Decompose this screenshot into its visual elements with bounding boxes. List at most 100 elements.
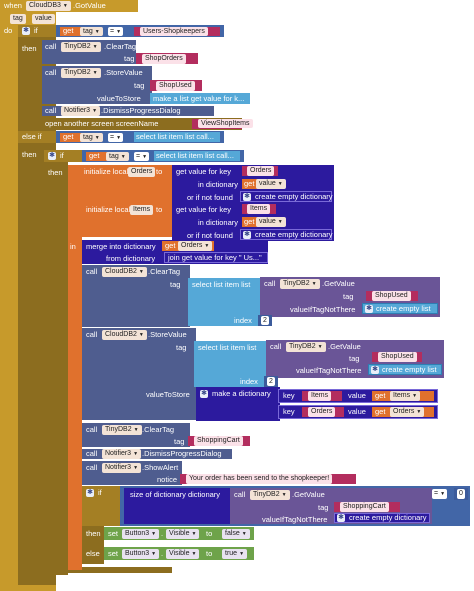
get-value-dropdown[interactable]: value ▼ (256, 179, 286, 189)
key-literal[interactable]: Items (247, 204, 271, 214)
gear-icon[interactable]: ✱ (200, 390, 208, 398)
select-list-item-block[interactable] (154, 151, 240, 161)
clouddb-storevalue-block[interactable] (82, 328, 196, 420)
get-items-dropdown[interactable]: Items ▼ (390, 391, 421, 401)
property-dropdown[interactable]: Visible ▼ (166, 549, 200, 559)
tag-literal[interactable]: ShopUsed (372, 291, 411, 301)
if-not-found-label: or if not found (187, 231, 233, 240)
gear-icon[interactable]: ✱ (337, 514, 345, 522)
gear-icon[interactable]: ✱ (243, 193, 251, 201)
key-literal[interactable]: Orders (308, 407, 336, 417)
eq-dropdown[interactable]: = ▼ (134, 152, 150, 161)
empty-dict-block[interactable] (334, 513, 430, 523)
gear-icon[interactable]: ✱ (86, 489, 94, 497)
tag-literal[interactable]: ShopOrders (142, 54, 186, 64)
empty-list-block[interactable] (362, 303, 438, 314)
notice-literal[interactable]: Your order has been send to the shopkeep… (186, 474, 333, 484)
eq-dropdown[interactable]: = ▼ (108, 27, 124, 36)
then-label: then (86, 529, 101, 538)
eq-dropdown[interactable]: = ▼ (432, 489, 448, 499)
make-dict-block[interactable] (196, 387, 280, 421)
if-not-found-label: or if not found (187, 193, 233, 202)
select-list-item-block[interactable] (188, 278, 264, 326)
value-label: value (348, 391, 366, 400)
index-value[interactable]: 2 (261, 316, 269, 325)
join-block[interactable] (164, 252, 268, 263)
screen-name-literal[interactable]: ViewShopItems (198, 119, 253, 128)
key-literal[interactable]: Orders (247, 166, 275, 176)
get-value-label: get value for key (176, 167, 232, 176)
event-name: .GotValue (73, 1, 106, 10)
component-dropdown[interactable]: Notifier3 ▼ (61, 106, 101, 116)
select-label: select list item list call... (136, 132, 214, 141)
empty-dict-block[interactable] (240, 191, 332, 202)
component-dropdown[interactable]: CloudDB2 ▼ (102, 330, 147, 340)
method-label: .ShowAlert (142, 463, 179, 472)
key-literal[interactable]: Items (308, 391, 332, 401)
make-list-block[interactable] (150, 93, 250, 104)
initialize-local-block[interactable] (68, 165, 82, 570)
empty-dict-label: create empty dictionary (349, 513, 427, 522)
get-orders-dropdown[interactable]: Orders ▼ (178, 241, 213, 251)
event-component-dropdown[interactable]: CloudDB3 ▼ (26, 1, 71, 11)
call-label: call (86, 425, 98, 434)
select-list-item-block[interactable] (134, 132, 220, 142)
empty-dict-block[interactable] (240, 229, 332, 240)
component-dropdown[interactable]: Button3 ▼ (122, 549, 160, 559)
get-orders-dropdown[interactable]: Orders ▼ (390, 407, 425, 417)
tag-literal[interactable]: ShopUsed (156, 81, 195, 91)
component-dropdown[interactable]: TinyDB2 ▼ (286, 342, 326, 352)
component-dropdown[interactable]: TinyDB2 ▼ (61, 42, 101, 52)
component-dropdown[interactable]: Notifier3 ▼ (102, 449, 142, 459)
method-label: .ClearTag (104, 42, 137, 51)
zero-literal[interactable]: 0 (457, 489, 465, 499)
index-value[interactable]: 2 (267, 377, 275, 386)
component-dropdown[interactable]: TinyDB2 ▼ (280, 279, 320, 289)
local-name-items[interactable]: Items (130, 205, 154, 215)
gear-icon[interactable]: ✱ (48, 152, 56, 160)
property-dropdown[interactable]: Visible ▼ (166, 529, 200, 539)
select-list-item-block[interactable] (194, 341, 270, 387)
make-list-label: make a list get value for k... (153, 94, 245, 103)
component-dropdown[interactable]: CloudDB2 ▼ (102, 267, 147, 277)
if-label: if (34, 26, 38, 35)
gear-icon[interactable]: ✱ (371, 366, 379, 374)
param-value[interactable]: value (32, 14, 55, 24)
component-dropdown[interactable]: Button3 ▼ (122, 529, 160, 539)
component-dropdown[interactable]: TinyDB2 ▼ (61, 68, 101, 78)
boolean-dropdown[interactable]: true ▼ (222, 549, 248, 559)
inner-if-block[interactable] (44, 150, 68, 575)
param-tag[interactable]: tag (10, 14, 26, 24)
join-label: join get value for key " Us..." (168, 253, 262, 262)
gear-icon[interactable]: ✱ (243, 231, 251, 239)
select-label: select list item list (198, 343, 257, 352)
tag-literal[interactable]: ShoppingCart (194, 436, 243, 446)
tag-literal[interactable]: ShoppingCart (340, 502, 389, 512)
boolean-dropdown[interactable]: false ▼ (222, 529, 250, 539)
eq-dropdown[interactable]: = ▼ (108, 133, 124, 142)
text-literal-value[interactable]: Users-Shopkeepers (140, 27, 208, 36)
gear-icon[interactable]: ✱ (22, 27, 30, 35)
elseif-header[interactable] (18, 131, 56, 143)
notifier-dismiss-block[interactable] (82, 449, 232, 459)
get-value-dropdown[interactable]: value ▼ (256, 217, 286, 227)
if-not-label: valueIfTagNotThere (290, 305, 356, 314)
tag-literal[interactable]: ShopUsed (378, 352, 417, 362)
key-label: key (283, 391, 295, 400)
local-name-orders[interactable]: Orders (128, 167, 156, 177)
gear-icon[interactable]: ✱ (365, 305, 373, 313)
component-dropdown[interactable]: TinyDB2 ▼ (250, 490, 290, 500)
init-row-1[interactable] (68, 165, 172, 237)
get-tag-dropdown[interactable]: tag ▼ (80, 133, 103, 142)
component-dropdown[interactable]: Notifier3 ▼ (102, 463, 142, 473)
notifier-dismiss-block[interactable] (42, 106, 214, 116)
get-label: get (244, 217, 255, 226)
get-tag-dropdown[interactable]: tag ▼ (106, 152, 129, 161)
call-label: call (234, 490, 246, 499)
get-tag-dropdown[interactable]: tag ▼ (80, 27, 103, 36)
component-dropdown[interactable]: TinyDB2 ▼ (102, 425, 142, 435)
method-label: .DismissProgressDialog (142, 449, 222, 458)
tag-socket-label: tag (343, 292, 354, 301)
empty-list-block[interactable] (368, 364, 442, 375)
dot-label: . (161, 549, 164, 558)
